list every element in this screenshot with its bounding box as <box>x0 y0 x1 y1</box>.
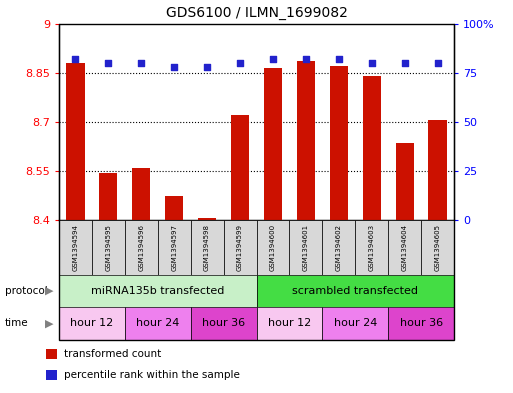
Point <box>137 60 145 66</box>
Point <box>71 56 80 62</box>
Bar <box>46 370 57 380</box>
Bar <box>363 76 381 220</box>
Text: GSM1394598: GSM1394598 <box>204 224 210 271</box>
Text: ▶: ▶ <box>45 318 54 328</box>
Text: ▶: ▶ <box>45 286 54 296</box>
Text: hour 36: hour 36 <box>202 318 245 328</box>
Point <box>433 60 442 66</box>
Title: GDS6100 / ILMN_1699082: GDS6100 / ILMN_1699082 <box>166 6 347 20</box>
Bar <box>165 196 183 220</box>
Text: GSM1394595: GSM1394595 <box>105 224 111 271</box>
Bar <box>388 220 421 275</box>
Bar <box>46 349 57 360</box>
Point <box>269 56 277 62</box>
Text: hour 12: hour 12 <box>268 318 311 328</box>
Point <box>368 60 376 66</box>
Bar <box>289 220 322 275</box>
Text: time: time <box>5 318 29 328</box>
Text: GSM1394603: GSM1394603 <box>369 224 374 271</box>
Text: protocol: protocol <box>5 286 48 296</box>
Point <box>401 60 409 66</box>
Bar <box>125 220 158 275</box>
Point <box>334 56 343 62</box>
Text: GSM1394602: GSM1394602 <box>336 224 342 271</box>
Bar <box>158 220 191 275</box>
Text: percentile rank within the sample: percentile rank within the sample <box>64 370 240 380</box>
Bar <box>132 168 150 220</box>
Bar <box>428 120 447 220</box>
Bar <box>355 220 388 275</box>
Bar <box>388 307 454 340</box>
Bar <box>59 275 256 307</box>
Bar <box>59 220 92 275</box>
Bar <box>100 173 117 220</box>
Text: GSM1394599: GSM1394599 <box>237 224 243 271</box>
Text: scrambled transfected: scrambled transfected <box>292 286 418 296</box>
Point <box>170 64 179 70</box>
Text: hour 12: hour 12 <box>70 318 113 328</box>
Text: hour 24: hour 24 <box>136 318 180 328</box>
Point <box>104 60 112 66</box>
Bar <box>297 61 315 220</box>
Text: GSM1394605: GSM1394605 <box>435 224 441 271</box>
Bar <box>330 66 348 220</box>
Bar <box>322 307 388 340</box>
Text: GSM1394597: GSM1394597 <box>171 224 177 271</box>
Bar <box>66 63 85 220</box>
Bar <box>256 307 322 340</box>
Text: GSM1394594: GSM1394594 <box>72 224 78 271</box>
Bar <box>191 220 224 275</box>
Text: GSM1394604: GSM1394604 <box>402 224 408 271</box>
Bar <box>322 220 355 275</box>
Bar <box>421 220 454 275</box>
Bar <box>125 307 191 340</box>
Bar <box>256 220 289 275</box>
Point <box>203 64 211 70</box>
Point <box>236 60 244 66</box>
Text: GSM1394596: GSM1394596 <box>139 224 144 271</box>
Bar <box>231 115 249 220</box>
Text: GSM1394601: GSM1394601 <box>303 224 309 271</box>
Bar <box>256 275 454 307</box>
Point <box>302 56 310 62</box>
Bar <box>224 220 256 275</box>
Text: miRNA135b transfected: miRNA135b transfected <box>91 286 224 296</box>
Bar <box>396 143 413 220</box>
Text: hour 24: hour 24 <box>333 318 377 328</box>
Bar <box>191 307 256 340</box>
Text: hour 36: hour 36 <box>400 318 443 328</box>
Bar <box>59 307 125 340</box>
Bar <box>198 219 216 220</box>
Text: GSM1394600: GSM1394600 <box>270 224 276 271</box>
Text: transformed count: transformed count <box>64 349 161 359</box>
Bar <box>264 68 282 220</box>
Bar <box>92 220 125 275</box>
